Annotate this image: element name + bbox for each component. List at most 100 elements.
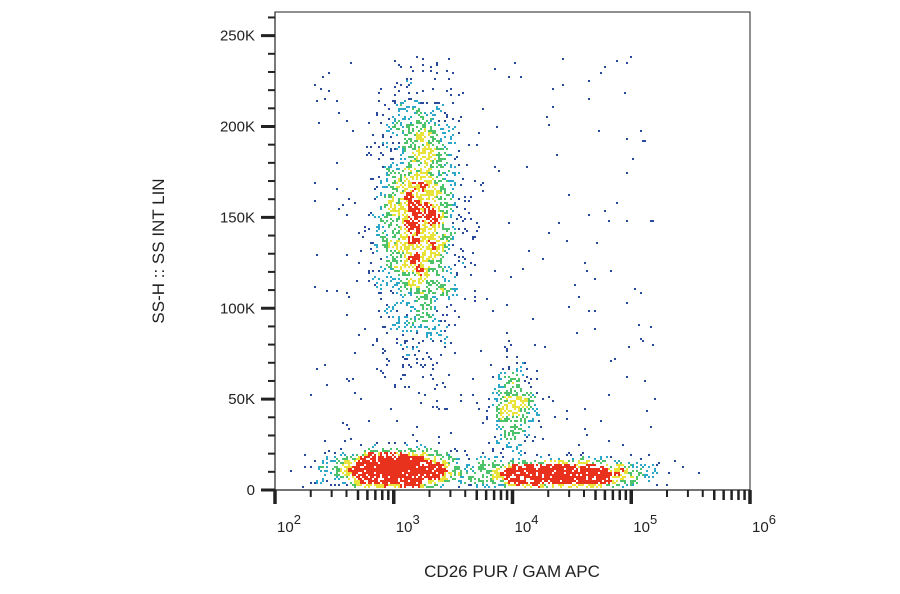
event-point <box>420 476 422 478</box>
event-point <box>420 478 422 480</box>
event-point <box>538 462 540 464</box>
event-point <box>436 192 438 194</box>
event-point <box>438 252 440 254</box>
event-point <box>516 474 518 476</box>
event-point <box>582 456 584 458</box>
event-point <box>418 274 420 276</box>
event-point <box>358 474 360 476</box>
event-point <box>410 330 412 332</box>
event-point <box>420 236 422 238</box>
event-point <box>400 184 402 186</box>
event-point <box>396 202 398 204</box>
event-point <box>482 108 484 110</box>
event-point <box>524 482 526 484</box>
event-point <box>388 468 390 470</box>
event-point <box>516 398 518 400</box>
event-point <box>526 482 528 484</box>
event-point <box>422 484 424 486</box>
event-point <box>648 466 650 468</box>
event-point <box>442 474 444 476</box>
event-point <box>402 296 404 298</box>
event-point <box>442 128 444 130</box>
event-point <box>526 462 528 464</box>
event-point <box>558 472 560 474</box>
event-point <box>340 462 342 464</box>
event-point <box>552 486 554 488</box>
event-point <box>416 296 418 298</box>
event-point <box>426 448 428 450</box>
event-point <box>426 174 428 176</box>
event-point <box>422 268 424 270</box>
event-point <box>600 456 602 458</box>
event-point <box>402 364 404 366</box>
event-point <box>428 244 430 246</box>
event-point <box>528 468 530 470</box>
event-point <box>412 454 414 456</box>
event-point <box>340 454 342 456</box>
event-point <box>494 436 496 438</box>
event-point <box>562 472 564 474</box>
event-point <box>576 468 578 470</box>
event-point <box>376 484 378 486</box>
event-point <box>656 484 658 486</box>
event-point <box>468 478 470 480</box>
event-point <box>378 278 380 280</box>
event-point <box>434 214 436 216</box>
event-point <box>420 186 422 188</box>
event-point <box>544 474 546 476</box>
event-point <box>436 248 438 250</box>
event-point <box>514 478 516 480</box>
event-point <box>432 242 434 244</box>
event-point <box>394 460 396 462</box>
event-point <box>392 188 394 190</box>
event-point <box>426 466 428 468</box>
event-point <box>428 462 430 464</box>
event-point <box>408 230 410 232</box>
event-point <box>416 110 418 112</box>
event-point <box>654 398 656 400</box>
event-point <box>360 484 362 486</box>
event-point <box>406 278 408 280</box>
event-point <box>508 466 510 468</box>
event-point <box>434 234 436 236</box>
event-point <box>424 274 426 276</box>
event-point <box>430 280 432 282</box>
event-point <box>398 238 400 240</box>
event-point <box>394 228 396 230</box>
event-point <box>398 482 400 484</box>
event-point <box>424 220 426 222</box>
event-point <box>416 174 418 176</box>
event-point <box>516 478 518 480</box>
event-point <box>434 138 436 140</box>
event-point <box>444 472 446 474</box>
event-point <box>496 470 498 472</box>
event-point <box>384 478 386 480</box>
event-point <box>336 290 338 292</box>
event-point <box>432 110 434 112</box>
event-point <box>420 136 422 138</box>
event-point <box>416 196 418 198</box>
event-point <box>406 204 408 206</box>
event-point <box>412 244 414 246</box>
event-point <box>390 462 392 464</box>
event-point <box>464 196 466 198</box>
event-point <box>394 324 396 326</box>
event-point <box>418 146 420 148</box>
event-point <box>492 470 494 472</box>
event-point <box>392 196 394 198</box>
event-point <box>520 454 522 456</box>
event-point <box>534 474 536 476</box>
event-point <box>438 142 440 144</box>
event-point <box>500 398 502 400</box>
event-point <box>568 306 570 308</box>
event-point <box>444 242 446 244</box>
event-point <box>416 132 418 134</box>
event-point <box>550 472 552 474</box>
event-point <box>534 470 536 472</box>
event-point <box>438 172 440 174</box>
event-point <box>418 260 420 262</box>
event-point <box>382 470 384 472</box>
event-point <box>442 478 444 480</box>
event-point <box>410 244 412 246</box>
event-point <box>436 160 438 162</box>
